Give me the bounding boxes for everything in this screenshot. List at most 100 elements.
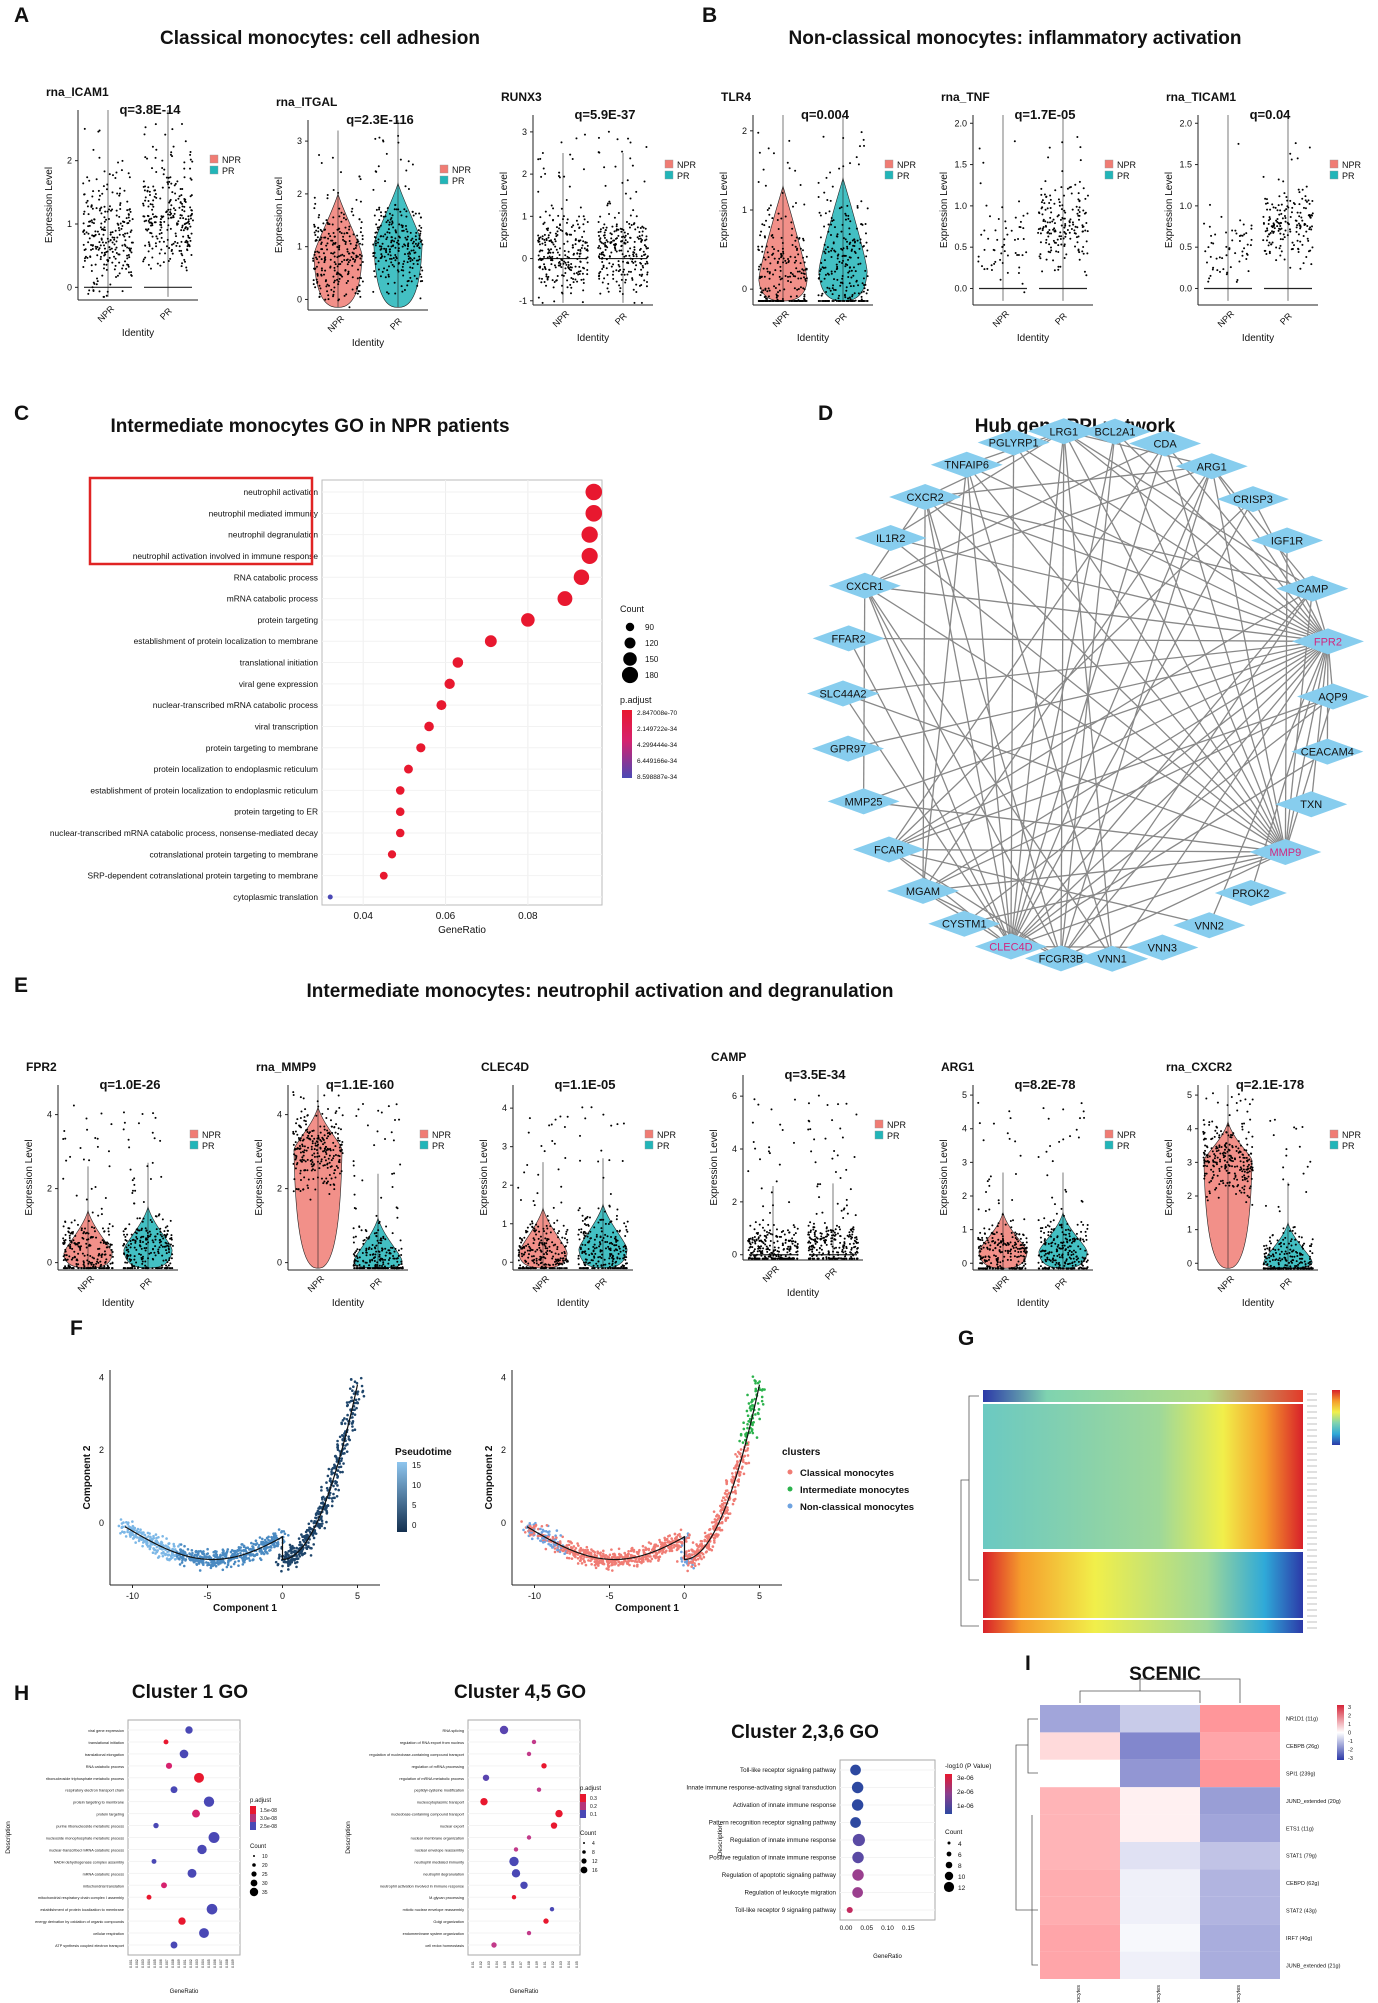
data-point [322,1143,325,1146]
data-point [542,1256,545,1259]
data-point [825,1235,828,1238]
data-point [152,185,155,188]
data-point [563,242,566,245]
data-point [768,213,771,216]
data-point [168,1259,171,1262]
data-point [1208,203,1211,206]
data-point [169,1219,172,1222]
data-point [543,1243,546,1246]
data-point [369,1260,372,1263]
data-point [169,208,172,211]
data-point [553,281,556,284]
data-point [165,176,168,179]
data-point [778,300,781,303]
data-point [142,1255,145,1258]
data-point [621,1160,624,1163]
data-point [340,1148,343,1151]
data-point [563,1125,566,1128]
data-point [996,238,999,241]
data-point [602,1236,605,1239]
data-point [129,247,132,250]
data-point [171,155,174,158]
data-point [845,289,848,292]
data-point [635,255,638,258]
data-point [154,1245,157,1248]
data-point [127,253,130,256]
data-point [529,1247,532,1250]
data-point [537,239,540,242]
data-point [339,1128,342,1131]
data-point [406,261,409,264]
data-point [326,1129,329,1132]
data-point [170,1234,173,1237]
data-point [360,221,363,224]
data-point [419,240,422,243]
data-point [861,282,864,285]
data-point [560,141,563,144]
data-point [183,198,186,201]
data-point [612,1257,615,1260]
data-point [1306,237,1309,240]
data-point [361,238,364,241]
legend-label-pr: PR [202,1141,215,1151]
data-point [854,299,857,302]
data-point [544,1266,547,1269]
data-point [338,1139,341,1142]
data-point [166,181,169,184]
data-point [537,1173,540,1176]
data-point [792,274,795,277]
data-point [567,256,570,259]
data-point [760,275,763,278]
data-point [130,241,133,244]
data-point [1061,141,1064,144]
data-point [1051,220,1054,223]
data-point [92,281,95,284]
data-point [1018,200,1021,203]
data-point [82,1263,85,1266]
data-point [147,241,150,244]
group-label-npr: NPR [1216,308,1237,329]
data-point [1203,222,1206,225]
data-point [387,245,390,248]
data-point [848,227,851,230]
data-point [539,1235,542,1238]
data-point [824,252,827,255]
data-point [599,1242,602,1245]
data-point [759,1234,762,1237]
data-point [579,1134,582,1137]
data-point [146,190,149,193]
data-point [315,256,318,259]
data-point [796,288,799,291]
data-point [593,1243,596,1246]
data-point [539,1249,542,1252]
data-point [858,300,861,303]
data-point [387,275,390,278]
data-point [338,277,341,280]
data-point [860,200,863,203]
data-point [805,255,808,258]
data-point [531,1259,534,1262]
data-point [326,283,329,286]
data-point [769,1211,772,1214]
data-point [406,243,409,246]
data-point [765,298,768,301]
data-point [63,1253,66,1256]
data-point [1047,235,1050,238]
data-point [615,250,618,253]
data-point [408,271,411,274]
data-point [146,1165,149,1168]
data-point [1205,261,1208,264]
data-point [155,148,158,151]
data-point [615,269,618,272]
data-point [339,274,342,277]
data-point [771,1252,774,1255]
data-point [151,167,154,170]
data-point [808,1257,811,1260]
data-point [780,277,783,280]
data-point [583,133,586,136]
data-point [293,1178,296,1181]
data-point [755,1232,758,1235]
data-point [1273,227,1276,230]
data-point [345,218,348,221]
data-point [817,195,820,198]
